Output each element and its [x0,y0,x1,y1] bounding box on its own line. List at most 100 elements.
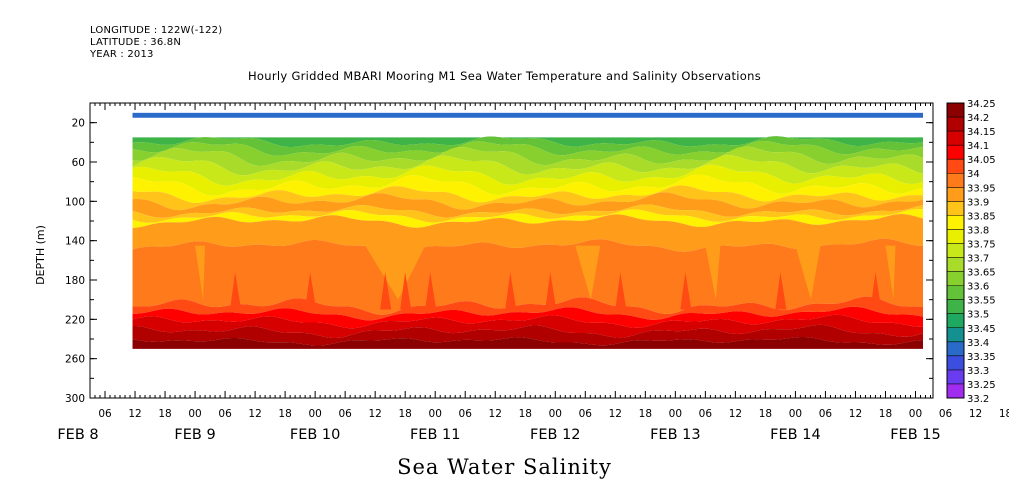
x-hour-label: 06 [699,408,713,420]
colorbar-swatch [947,383,964,398]
salinity-band-34.1 [132,306,923,329]
colorbar-swatch [947,355,964,370]
axes: 20 60 100 140 180 220 260 300 06 12 18 00 06 12 18 00 06… [57,102,1009,443]
fresh-intrusion [885,245,896,300]
colorbar-label: 33.95 [967,183,996,194]
colorbar-swatch [947,341,964,356]
x-hour-label: 06 [579,408,593,420]
y-axis-label: DEPTH (m) [34,225,47,285]
x-hour-label: 12 [609,408,622,420]
colorbar-label: 34.25 [967,99,996,110]
salty-spike [870,272,882,310]
colorbar-swatch [947,243,964,258]
colorbar-swatch [947,229,964,244]
x-hour-label: 00 [188,408,201,420]
salty-spike [230,272,242,310]
salinity-band-34.2 [132,324,923,346]
x-hour-label: 18 [999,408,1009,420]
salty-spike [380,272,392,310]
salinity-band-33.95 [132,214,923,253]
longitude-label: LONGITUDE : 122W(-122) [90,25,223,36]
salinity-band-33.85 [132,209,923,228]
y-tick-label: 140 [65,236,85,248]
colorbar-label: 33.2 [967,394,989,405]
salty-spike [545,272,557,310]
colorbar-label: 33.8 [967,225,989,236]
colorbar-swatch [947,159,964,174]
colorbar-swatch [947,369,964,384]
chart-title: Hourly Gridded MBARI Mooring M1 Sea Wate… [247,69,762,83]
salinity-band-33.55 [132,136,923,148]
x-hour-label: 00 [909,408,922,420]
salinity-band-33.9 [132,204,923,223]
colorbar-label: 33.6 [967,282,989,293]
fresh-intrusion [795,245,821,300]
fresh-intrusion [365,245,426,300]
x-hour-label: 12 [368,408,381,420]
salinity-band-33.85 [132,174,923,203]
x-day-label: FEB 8 [57,427,98,443]
x-hour-label: 12 [248,408,261,420]
salinity-band-33.95 [132,192,923,218]
x-hour-label: 06 [459,408,473,420]
x-hour-label: 06 [819,408,833,420]
salty-spike [305,272,317,310]
colorbar-swatch [947,131,964,146]
y-tick-label: 100 [65,196,85,208]
salinity-band-33.65 [132,140,923,166]
x-hour-label: 18 [278,408,291,420]
colorbar-swatch [947,103,964,118]
salinity-band-34.15 [132,314,923,339]
colorbar-label: 33.65 [967,268,996,279]
salinity-band-34.05 [132,296,923,321]
colorbar-swatch [947,271,964,286]
salinity-band-33.8 [132,164,923,196]
colorbar-label: 34.2 [967,113,989,124]
y-tick-label: 300 [65,393,85,405]
plot-frame [89,102,934,399]
x-hour-label: 00 [308,408,321,420]
x-hour-label: 06 [939,408,953,420]
x-day-label: FEB 15 [890,427,941,443]
x-day-label: FEB 9 [174,427,215,443]
y-tick-label: 20 [72,118,85,130]
salty-spike [505,272,517,310]
latitude-label: LATITUDE : 36.8N [90,37,182,48]
colorbar: 34.25 34.2 34.15 34.1 34.05 34 33.95 33.9 33.85 3… [946,99,996,405]
surface-band [132,112,923,118]
colorbar-swatch [947,313,964,328]
salinity-band-33.6 [132,136,923,156]
y-tick-label: 220 [65,314,85,326]
colorbar-label: 33.35 [967,352,996,363]
colorbar-label: 34 [967,169,980,180]
salinity-band-34 [132,238,923,315]
salty-spike [400,272,412,310]
year-label: YEAR : 2013 [90,49,154,60]
salinity-band-34.25 [132,336,923,349]
colorbar-label: 34.05 [967,155,996,166]
colorbar-label: 34.1 [967,141,989,152]
salty-spike [615,272,627,310]
colorbar-label: 34.15 [967,127,996,138]
y-tick-label: 180 [65,275,85,287]
fresh-intrusion [195,245,206,300]
x-hour-label: 06 [218,408,232,420]
fresh-intrusion [575,245,601,300]
x-day-label: FEB 13 [650,427,701,443]
colorbar-swatch [947,285,964,300]
x-day-label: FEB 14 [770,427,821,443]
y-tick-label: 260 [65,354,85,366]
x-hour-label: 18 [759,408,772,420]
salinity-band-33.9 [132,185,923,211]
x-hour-label: 18 [519,408,532,420]
colorbar-swatch [947,327,964,342]
colorbar-label: 33.75 [967,239,996,250]
colorbar-label: 33.3 [967,366,989,377]
colorbar-label: 33.55 [967,296,996,307]
x-hour-label: 12 [128,408,141,420]
fresh-intrusion [705,245,721,300]
colorbar-swatch [947,299,964,314]
colorbar-label: 33.45 [967,324,996,335]
x-hour-label: 00 [549,408,562,420]
